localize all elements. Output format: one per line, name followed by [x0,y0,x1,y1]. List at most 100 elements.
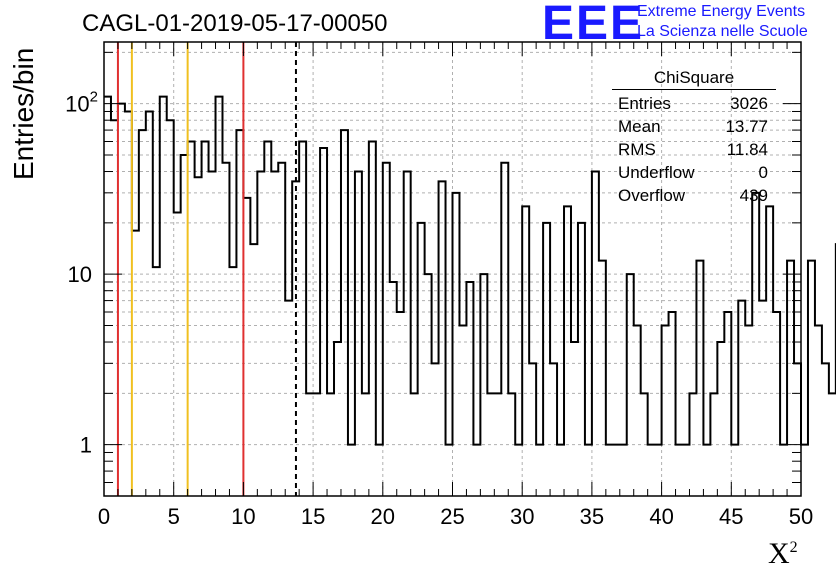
histogram-bin [369,141,376,496]
histogram-bin [390,282,397,496]
histogram-bin [613,445,620,496]
histogram-bin [104,97,111,496]
histogram-bin [243,198,250,496]
histogram-bin [188,141,195,496]
histogram-bin [536,445,543,496]
histogram-bin [132,231,139,496]
histogram-line [104,95,836,446]
x-tick-label: 20 [371,504,395,529]
histogram-bin [808,261,815,496]
histogram-bin [229,267,236,496]
histogram-bin [459,326,466,496]
histogram-bin [766,206,773,496]
stats-title: ChiSquare [612,68,776,90]
histogram-bin [362,393,369,496]
histogram-bin [250,244,257,496]
logo-line-1: Extreme Energy Events [637,3,806,20]
histogram-bin [759,301,766,496]
x-tick-label: 50 [789,504,813,529]
histogram-bin [348,445,355,496]
histogram-bin [571,342,578,496]
histogram-bin [634,326,641,496]
histogram-bin [320,148,327,496]
histogram-bin [689,393,696,496]
y-tick-label: 102 [65,89,98,117]
histogram-bin [703,445,710,496]
histogram-bin [397,312,404,496]
histogram-bin [724,312,731,496]
histogram-bin [780,445,787,496]
histogram-bin [257,172,264,496]
histogram-bin [585,445,592,496]
histogram-bin [139,130,146,496]
histogram-bin [557,445,564,496]
stats-row-overflow: Overflow 439 [618,186,768,205]
histogram-bin [174,212,181,496]
stats-row-rms: RMS 11.84 [618,140,768,159]
histogram-bin [236,130,243,496]
histogram-bin [696,261,703,496]
histogram-bin [564,206,571,496]
histogram-bin [160,97,167,496]
histogram-bin [731,445,738,496]
histogram-bin [313,393,320,496]
histogram-bin [383,163,390,496]
histogram-bin [355,172,362,496]
histogram-bin [710,393,717,496]
histogram-bin [829,393,836,496]
histogram-bin [278,163,285,496]
y-tick-label: 1 [80,433,92,458]
x-tick-label: 35 [580,504,604,529]
histogram-bin [125,111,132,496]
histogram-bin [494,393,501,496]
histogram-bin [118,104,125,496]
histogram-bin [299,141,306,496]
histogram-bin [222,163,229,496]
run-title: CAGL-01-2019-05-17-00050 [82,10,388,37]
histogram-bin [466,282,473,496]
histogram-bin [669,312,676,496]
histogram-bin [404,172,411,496]
histogram-bin [285,301,292,496]
x-tick-label: 30 [510,504,534,529]
histogram-bin [167,120,174,496]
histogram-bin [606,445,613,496]
histogram-bin [801,445,808,496]
histogram-bin [202,141,209,496]
histogram-bin [209,172,216,496]
histogram-bin [822,363,829,496]
histogram-bin [146,111,153,496]
histogram-bin [480,274,487,496]
stats-row-entries: Entries 3026 [618,94,768,113]
x-tick-label: 0 [98,504,110,529]
x-tick-label: 25 [440,504,464,529]
histogram-bin [543,223,550,496]
histogram-bin [641,393,648,496]
x-tick-label: 10 [231,504,255,529]
histogram-bin [153,267,160,496]
histogram-bin [592,172,599,496]
histogram-bin [620,445,627,496]
histogram-bin [676,445,683,496]
histogram-bin [181,155,188,496]
histogram-bin [446,445,453,496]
y-tick-label: 10 [68,262,92,287]
histogram-bin [111,120,118,496]
histogram-bin [418,223,425,496]
histogram-bin [773,312,780,496]
histogram-bin [745,326,752,496]
histogram-bin [425,274,432,496]
histogram-bin [815,326,822,496]
histogram-bin [599,261,606,496]
histogram-bin [529,363,536,496]
histogram-bin [515,445,522,496]
histogram-bin [264,141,271,496]
histogram-bin [578,223,585,496]
x-axis-label: X2 [768,537,798,570]
x-tick-label: 15 [301,504,325,529]
histogram-bin [439,181,446,496]
eee-logo: EEE [542,0,645,50]
histogram-bin [487,393,494,496]
logo-line-2: La Scienza nelle Scuole [637,23,808,40]
